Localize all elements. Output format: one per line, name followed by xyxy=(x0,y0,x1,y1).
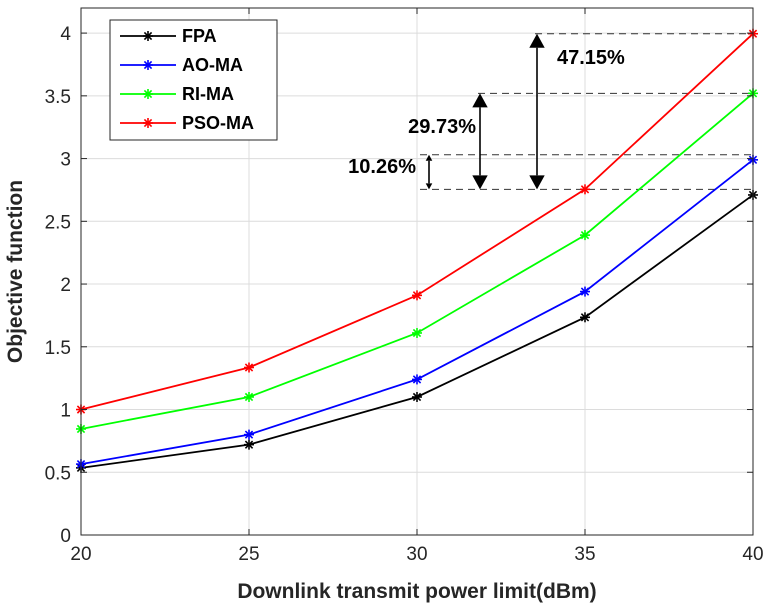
arrow-head-up xyxy=(529,33,545,48)
y-tick-label: 2.5 xyxy=(45,212,71,233)
marker-stroke xyxy=(580,287,590,296)
legend-label-ao-ma: AO-MA xyxy=(182,55,243,75)
y-tick-label: 0.5 xyxy=(45,463,71,484)
marker-stroke xyxy=(244,440,254,449)
data-point-ao-ma xyxy=(412,374,422,385)
data-point-ri-ma xyxy=(412,327,422,338)
legend-item-pso-ma: PSO-MA xyxy=(120,113,254,133)
legend-label-pso-ma: PSO-MA xyxy=(182,113,254,133)
legend-marker-ao-ma xyxy=(143,60,153,70)
x-tick-label: 20 xyxy=(70,544,91,565)
data-point-ri-ma xyxy=(580,230,590,241)
legend-box xyxy=(109,19,278,141)
data-point-pso-ma xyxy=(244,362,254,373)
y-tick-label: 2 xyxy=(60,275,71,296)
marker-stroke xyxy=(412,328,422,338)
annotation-arrow-1 xyxy=(425,154,433,190)
legend: FPA AO-MA RI-MA PSO-MA xyxy=(109,19,278,141)
annotation-arrow-2 xyxy=(472,93,488,190)
annotation-label-1: 10.26% xyxy=(348,156,416,178)
legend-item-fpa: FPA xyxy=(120,26,217,46)
annotations: 10.26% 29.73% 47.15% xyxy=(348,33,625,190)
data-point-ri-ma xyxy=(244,391,254,402)
y-tick-label: 0 xyxy=(60,526,71,547)
marker-stroke xyxy=(412,375,422,384)
y-tick-label: 3.5 xyxy=(45,87,71,108)
y-axis-label: Objective function xyxy=(4,180,27,363)
marker-stroke xyxy=(412,291,422,300)
x-axis-label: Downlink transmit power limit(dBm) xyxy=(237,580,596,603)
reference-lines xyxy=(420,33,753,190)
data-point-fpa xyxy=(412,391,422,402)
y-tick-label: 4 xyxy=(60,24,71,45)
y-tick-label: 1 xyxy=(60,401,71,422)
marker-stroke xyxy=(244,430,254,439)
legend-label-fpa: FPA xyxy=(182,26,217,46)
marker-stroke xyxy=(580,313,590,322)
marker-stroke xyxy=(580,185,590,194)
arrow-head-down xyxy=(472,175,488,190)
legend-marker-pso-ma xyxy=(143,118,153,128)
marker-stroke xyxy=(244,363,254,372)
legend-marker-fpa xyxy=(143,31,153,41)
legend-item-ao-ma: AO-MA xyxy=(120,55,243,75)
arrow-head-down xyxy=(529,175,545,190)
data-point-ao-ma xyxy=(580,286,590,297)
marker-stroke xyxy=(244,392,254,402)
data-point-ao-ma xyxy=(244,429,254,440)
marker-stroke xyxy=(143,60,153,70)
marker-stroke xyxy=(580,230,590,240)
data-point-fpa xyxy=(244,439,254,450)
data-point-fpa xyxy=(580,312,590,323)
grid xyxy=(80,8,754,536)
x-tick-label: 25 xyxy=(238,544,259,565)
marker-stroke xyxy=(143,118,153,128)
data-point-pso-ma xyxy=(412,290,422,301)
annotation-arrow-3 xyxy=(529,33,545,190)
arrow-head-down xyxy=(425,183,433,190)
arrow-head-up xyxy=(472,93,488,108)
arrow-head-up xyxy=(425,154,433,161)
legend-item-ri-ma: RI-MA xyxy=(120,84,234,104)
x-tick-label: 35 xyxy=(574,544,595,565)
x-tick-label: 30 xyxy=(406,544,427,565)
y-tick-label: 1.5 xyxy=(45,338,71,359)
axis-ticks: 20 25 30 35 40 0 0.5 1 1.5 2 2.5 3 3.5 4 xyxy=(45,8,764,565)
legend-marker-ri-ma xyxy=(143,89,153,99)
marker-stroke xyxy=(412,392,422,402)
marker-stroke xyxy=(143,31,153,41)
y-tick-label: 3 xyxy=(60,150,71,171)
x-tick-label: 40 xyxy=(742,544,763,565)
annotation-label-3: 47.15% xyxy=(557,47,625,69)
marker-stroke xyxy=(143,89,153,99)
legend-label-ri-ma: RI-MA xyxy=(182,84,234,104)
data-point-pso-ma xyxy=(580,184,590,195)
annotation-label-2: 29.73% xyxy=(408,116,476,138)
